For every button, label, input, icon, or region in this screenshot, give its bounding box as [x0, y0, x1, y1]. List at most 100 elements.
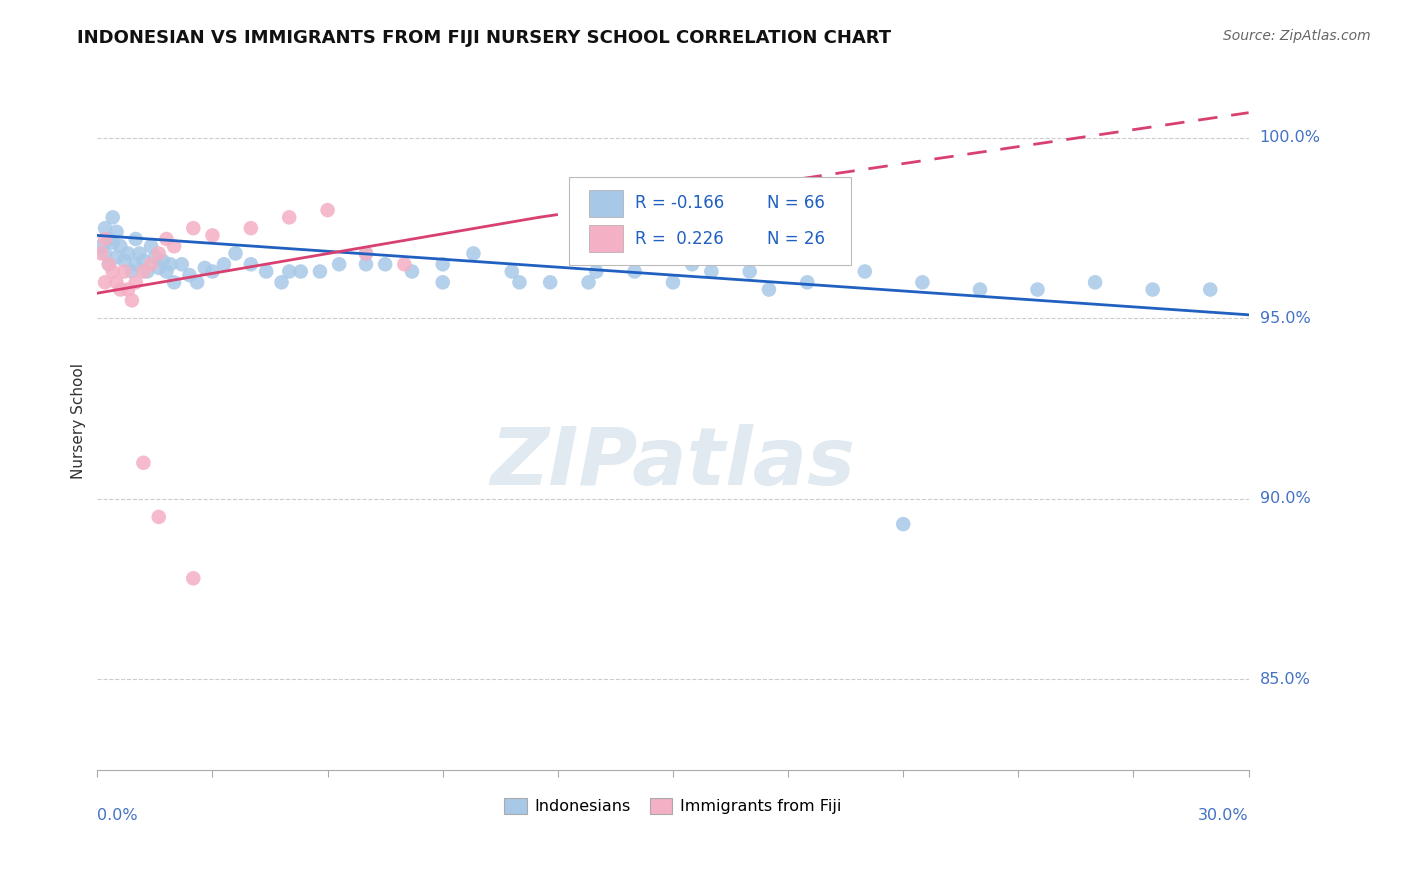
Point [125, 257, 148, 271]
Point [316, 203, 339, 218]
Point [132, 253, 155, 268]
Point [110, 239, 132, 253]
Point [105, 276, 128, 290]
Point [796, 276, 818, 290]
Point [132, 264, 155, 278]
FancyBboxPatch shape [569, 178, 852, 265]
Point [239, 257, 262, 271]
Text: 85.0%: 85.0% [1260, 672, 1310, 687]
Point [585, 264, 607, 278]
Point [139, 239, 162, 253]
Point [148, 260, 170, 275]
Point [117, 246, 139, 260]
Point [94, 246, 117, 260]
Point [121, 293, 143, 308]
Point [501, 264, 523, 278]
Legend: Indonesians, Immigrants from Fiji: Indonesians, Immigrants from Fiji [498, 792, 848, 821]
Text: 30.0%: 30.0% [1198, 808, 1249, 823]
Point [181, 571, 204, 585]
Point [758, 283, 780, 297]
Text: N = 66: N = 66 [768, 194, 825, 212]
Point [94, 276, 117, 290]
Point [125, 276, 148, 290]
Point [1084, 276, 1107, 290]
Point [354, 257, 377, 271]
Point [163, 276, 186, 290]
Point [891, 517, 914, 532]
Point [432, 276, 454, 290]
Point [90, 239, 112, 253]
Point [538, 276, 561, 290]
Point [201, 264, 224, 278]
Point [97, 232, 120, 246]
Point [181, 221, 204, 235]
Text: N = 26: N = 26 [768, 229, 825, 248]
Point [194, 260, 217, 275]
Point [354, 246, 377, 260]
Point [112, 264, 135, 278]
Point [374, 257, 396, 271]
Point [136, 264, 159, 278]
Point [110, 283, 132, 297]
Point [121, 264, 143, 278]
Point [125, 232, 148, 246]
Point [394, 257, 416, 271]
Point [463, 246, 485, 260]
Point [1026, 283, 1049, 297]
Text: Source: ZipAtlas.com: Source: ZipAtlas.com [1223, 29, 1371, 44]
Point [969, 283, 991, 297]
Point [148, 510, 170, 524]
Point [853, 264, 876, 278]
Point [132, 456, 155, 470]
Point [143, 250, 166, 264]
Point [278, 211, 301, 225]
Bar [589, 226, 623, 252]
Point [201, 228, 224, 243]
Point [578, 276, 600, 290]
Point [309, 264, 332, 278]
Point [94, 232, 117, 246]
Point [662, 276, 685, 290]
Point [239, 221, 262, 235]
Text: INDONESIAN VS IMMIGRANTS FROM FIJI NURSERY SCHOOL CORRELATION CHART: INDONESIAN VS IMMIGRANTS FROM FIJI NURSE… [77, 29, 891, 47]
Point [112, 253, 135, 268]
Point [328, 257, 350, 271]
Point [186, 276, 208, 290]
Point [508, 276, 530, 290]
Point [148, 246, 170, 260]
Point [155, 232, 177, 246]
Point [432, 257, 454, 271]
Point [101, 264, 124, 278]
Point [163, 239, 186, 253]
Point [128, 246, 150, 260]
Text: 95.0%: 95.0% [1260, 311, 1310, 326]
Point [117, 283, 139, 297]
Text: R =  0.226: R = 0.226 [636, 229, 724, 248]
Point [278, 264, 301, 278]
Point [152, 253, 174, 268]
Point [290, 264, 312, 278]
Text: 0.0%: 0.0% [97, 808, 138, 823]
Point [270, 276, 292, 290]
Point [254, 264, 277, 278]
Point [159, 257, 181, 271]
Bar [589, 190, 623, 217]
Text: R = -0.166: R = -0.166 [636, 194, 724, 212]
Point [90, 246, 112, 260]
Point [1142, 283, 1164, 297]
Point [623, 264, 645, 278]
Point [179, 268, 201, 282]
Point [105, 250, 128, 264]
Text: 90.0%: 90.0% [1260, 491, 1310, 507]
Point [738, 264, 761, 278]
Point [911, 276, 934, 290]
Y-axis label: Nursery School: Nursery School [72, 363, 86, 479]
Point [97, 257, 120, 271]
Point [101, 235, 124, 250]
Point [224, 246, 246, 260]
Point [155, 264, 177, 278]
Point [354, 246, 377, 260]
Point [94, 221, 117, 235]
Point [681, 257, 703, 271]
Text: 100.0%: 100.0% [1260, 130, 1320, 145]
